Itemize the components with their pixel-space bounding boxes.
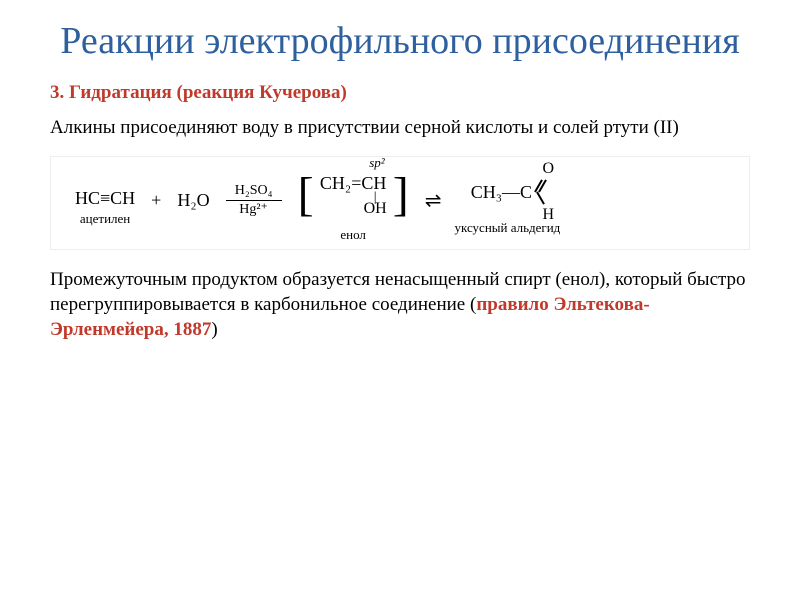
product-aldehyde: CH₃—C O H уксусный альдегид	[454, 178, 560, 236]
cond-acid: H₂SO₄	[235, 183, 273, 198]
acetylene-label: ацетилен	[80, 211, 130, 227]
aldehyde-hydrogen: H	[542, 206, 554, 224]
aldehyde-formula: CH₃—C	[471, 182, 532, 203]
intermediate-enol: [ sp² CH₂=CH | OH ] енол	[298, 171, 409, 243]
bracket-right: ]	[393, 171, 409, 219]
water-formula: H₂O	[177, 190, 209, 211]
arrow-line	[226, 200, 282, 201]
reactant-acetylene: HC≡CH ацетилен	[75, 188, 135, 227]
single-bond-icon	[532, 192, 544, 206]
acetylene-formula: HC≡CH	[75, 188, 135, 209]
enol-oh: OH	[320, 200, 387, 218]
cond-catalyst: Hg²⁺	[239, 202, 268, 217]
conclusion-text: Промежуточным продуктом образуется ненас…	[50, 268, 750, 342]
chemical-equation: HC≡CH ацетилен + H₂O H₂SO₄ Hg²⁺ [ sp² CH…	[50, 156, 750, 250]
reaction-conditions: H₂SO₄ Hg²⁺	[226, 183, 282, 231]
reactant-water: H₂O	[177, 190, 209, 225]
equilibrium-arrows: ⇌	[425, 188, 439, 227]
aldehyde-oxygen: O	[542, 160, 554, 178]
conclusion-post: )	[211, 319, 217, 340]
section-subtitle: 3. Гидратация (реакция Кучерова)	[50, 82, 750, 104]
sp2-label: sp²	[369, 155, 384, 171]
bracket-left: [	[298, 171, 314, 219]
slide-title: Реакции электрофильного присоединения	[50, 20, 750, 64]
enol-label: енол	[340, 227, 366, 243]
intro-text: Алкины присоединяют воду в присутствии с…	[50, 116, 750, 141]
double-bond-icon	[532, 178, 544, 192]
equation-row: HC≡CH ацетилен + H₂O H₂SO₄ Hg²⁺ [ sp² CH…	[75, 171, 725, 243]
plus-sign: +	[151, 190, 161, 225]
